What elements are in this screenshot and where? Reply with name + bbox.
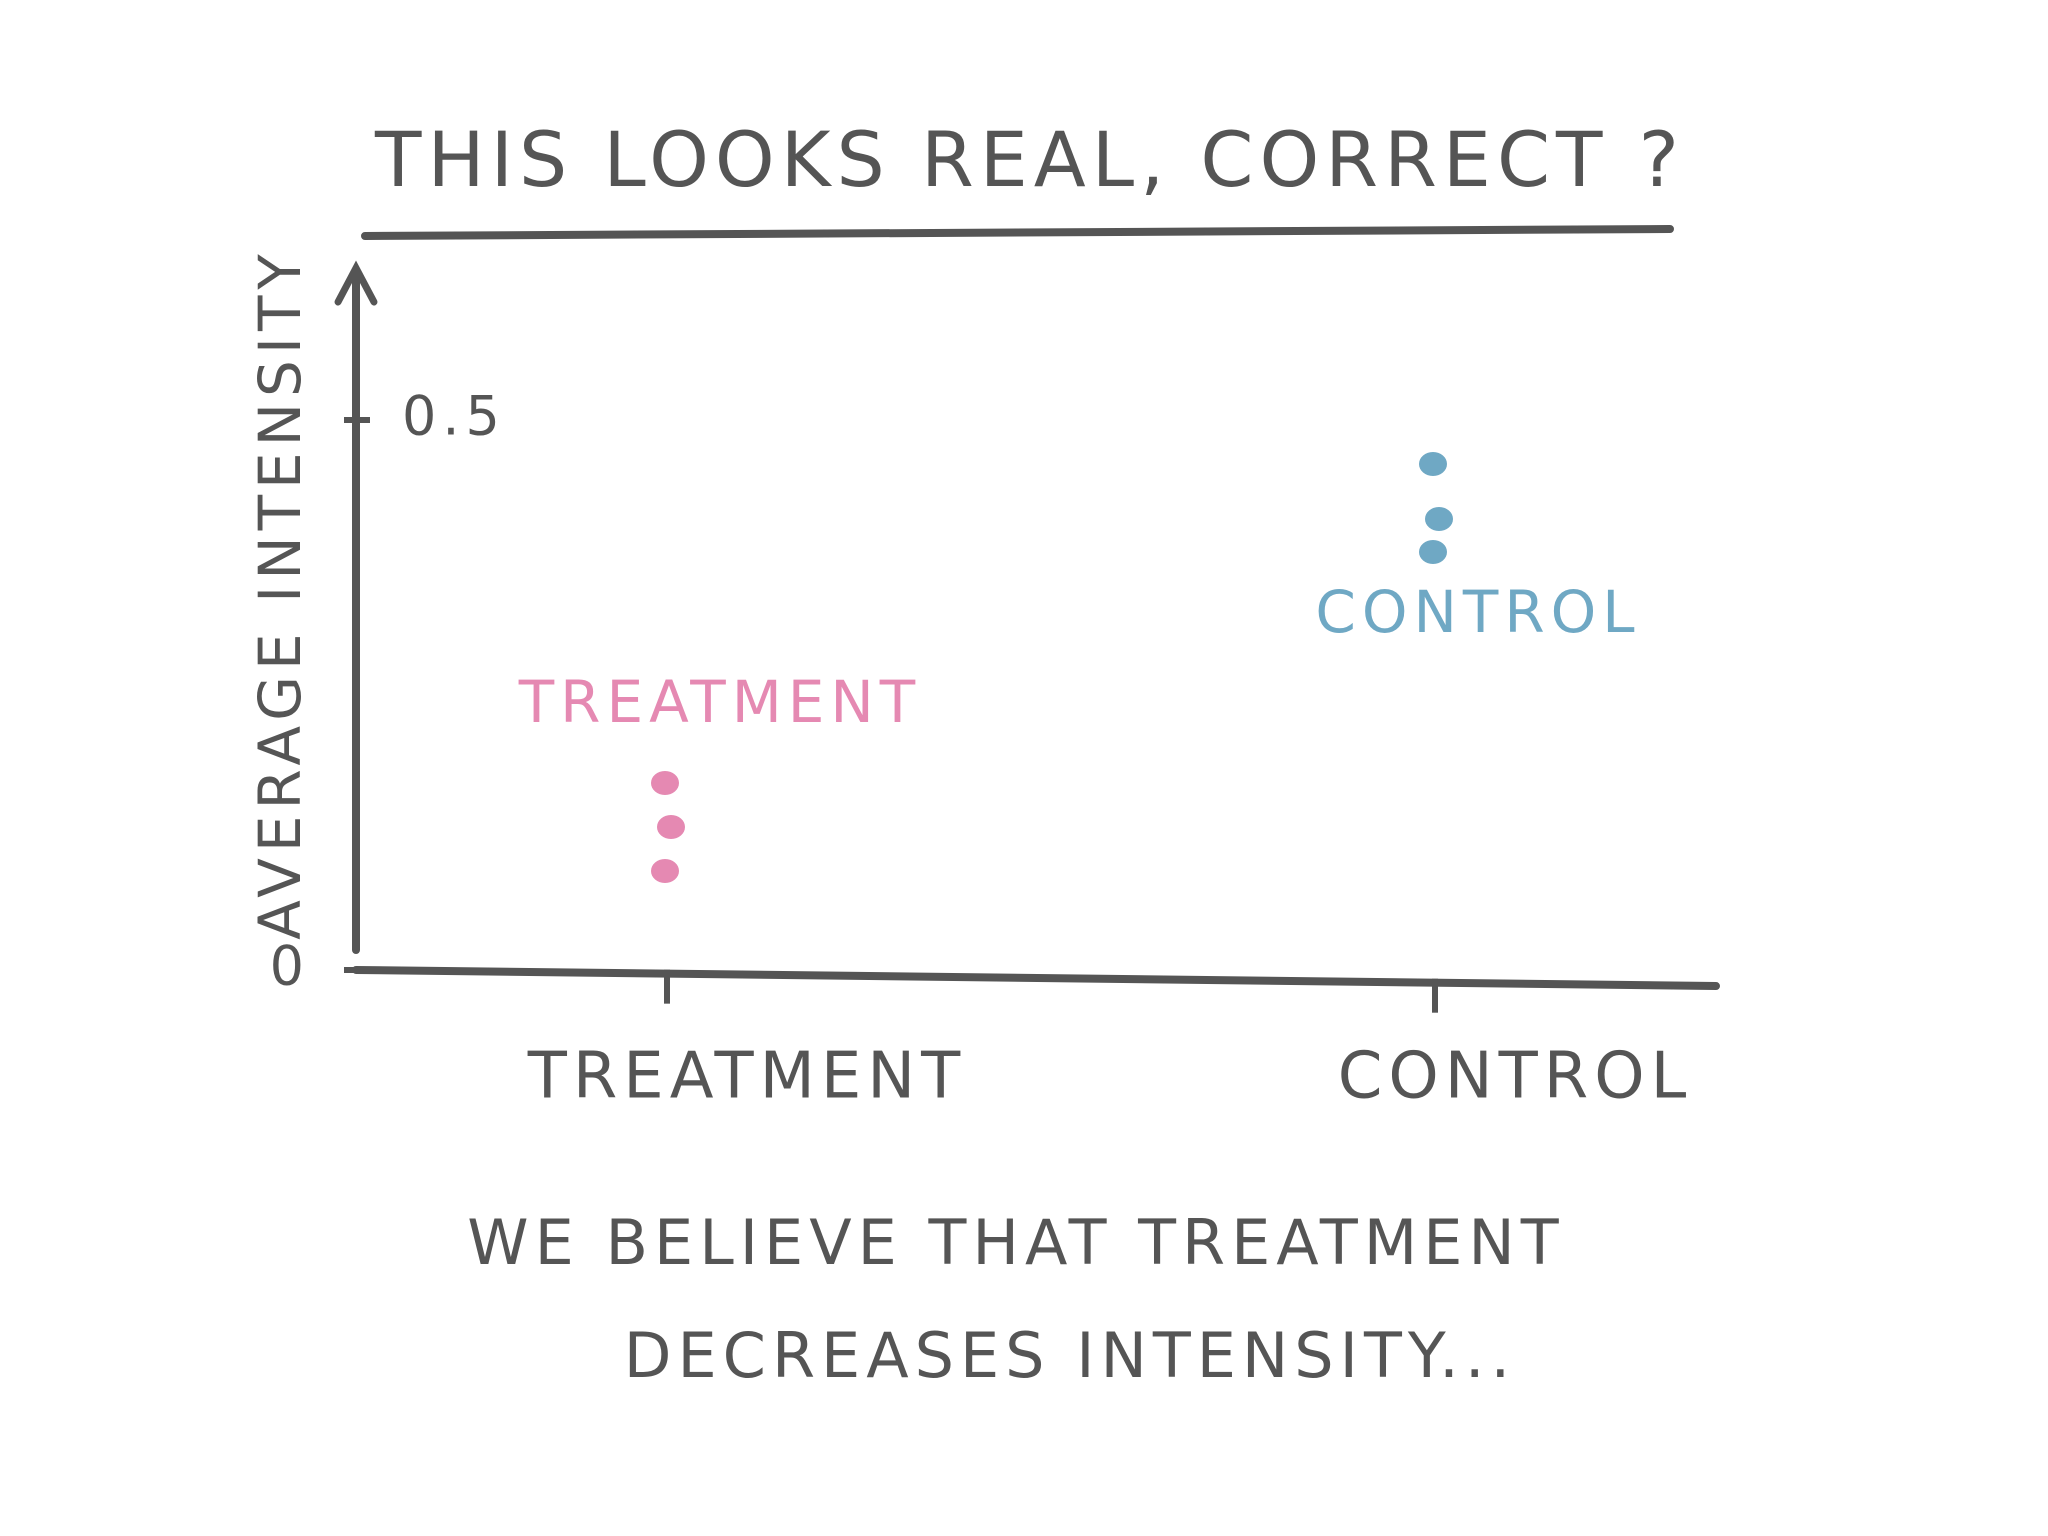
title-underline (361, 225, 1674, 240)
y-tick-label: 0.5 (402, 385, 506, 448)
data-point (1419, 540, 1447, 564)
y-tick-label: 0 (270, 935, 310, 998)
data-point (657, 815, 685, 839)
series-annotation: TREATMENT (518, 668, 921, 736)
data-point (651, 771, 679, 795)
caption-line: WE BELIEVE THAT TREATMENT (467, 1206, 1564, 1279)
x-tick-label: CONTROL (1338, 1040, 1693, 1114)
caption-line: DECREASES INTENSITY... (624, 1319, 1517, 1392)
data-point (651, 859, 679, 883)
y-axis-arrow (334, 260, 378, 306)
x-axis (352, 966, 1720, 990)
data-point (1425, 507, 1453, 531)
chart-title: THIS LOOKS REAL, CORRECT ? (374, 115, 1685, 204)
y-axis-label: AVERAGE INTENSITY (246, 248, 314, 940)
x-tick-label: TREATMENT (527, 1040, 967, 1114)
series-annotation: CONTROL (1315, 578, 1640, 646)
data-point (1419, 452, 1447, 476)
